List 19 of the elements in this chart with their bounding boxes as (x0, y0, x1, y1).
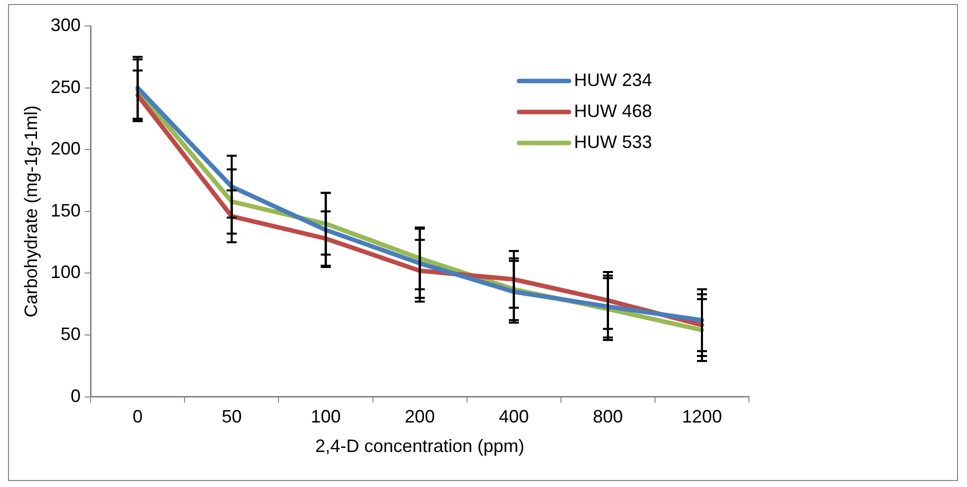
y-axis-title: Carbohydrate (mg-1g-1ml) (20, 105, 41, 318)
y-tick-label: 200 (50, 138, 81, 159)
x-tick-label: 0 (132, 406, 143, 427)
x-tick-label: 1200 (682, 406, 722, 427)
x-axis-title: 2,4-D concentration (ppm) (315, 436, 524, 456)
x-tick-label: 50 (222, 406, 242, 427)
x-tick-label: 200 (404, 406, 435, 427)
y-tick-label: 250 (50, 76, 81, 97)
legend-label: HUW 533 (574, 132, 652, 152)
y-tick-label: 150 (50, 200, 81, 220)
legend-label: HUW 468 (574, 100, 652, 121)
x-tick-label: 800 (592, 406, 623, 427)
x-tick-label: 100 (310, 406, 341, 427)
y-tick-label: 300 (50, 14, 81, 35)
legend-label: HUW 234 (574, 70, 652, 90)
x-tick-label: 400 (498, 406, 529, 427)
y-tick-label: 100 (50, 262, 81, 282)
y-tick-label: 0 (70, 386, 81, 406)
y-tick-label: 50 (60, 324, 81, 344)
